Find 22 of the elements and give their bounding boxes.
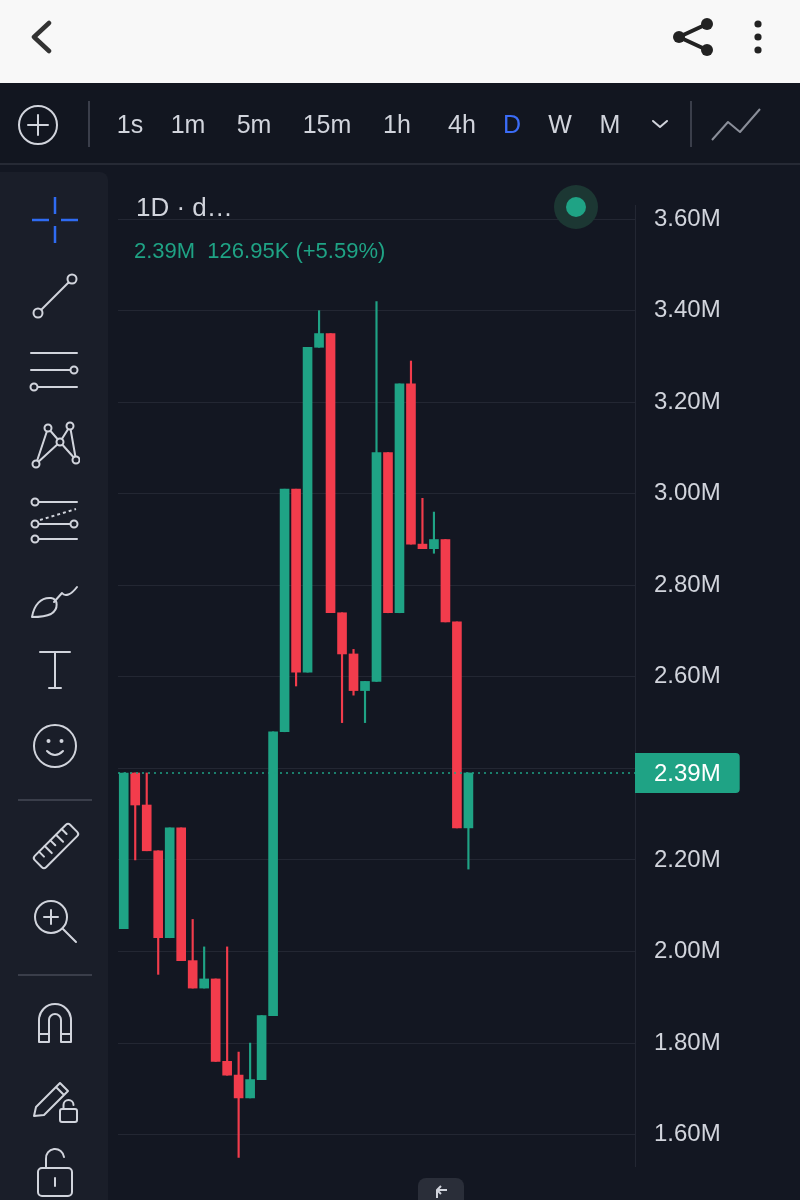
text: 4h bbox=[448, 109, 476, 140]
y-tick-label: 3.20M bbox=[654, 386, 721, 414]
y-tick-label: 3.40M bbox=[654, 295, 721, 323]
text: 1m bbox=[170, 109, 206, 140]
y-tick-label: 2.20M bbox=[654, 844, 721, 872]
y-tick-label: 1.80M bbox=[654, 1027, 721, 1055]
ref-line-label: 2.39M bbox=[654, 758, 721, 786]
text: 5m bbox=[236, 109, 272, 140]
y-tick-label: 2.80M bbox=[654, 569, 721, 597]
y-tick-label: 3.00M bbox=[654, 478, 721, 506]
y-tick-label: 1.60M bbox=[654, 1119, 721, 1147]
y-tick-label: 2.00M bbox=[654, 936, 721, 964]
annotation: 2.39M 126.95K (+5.59%) bbox=[134, 237, 386, 265]
y-tick-label: 2.60M bbox=[654, 661, 721, 689]
y-tick-label: 3.60M bbox=[654, 203, 721, 231]
text: M bbox=[599, 109, 621, 140]
text: 1s bbox=[116, 109, 144, 140]
text: 1h bbox=[383, 109, 411, 140]
text: D bbox=[502, 109, 522, 140]
chart-subtitle: 1D · d… bbox=[136, 191, 233, 223]
text: W bbox=[548, 109, 572, 140]
text: 15m bbox=[302, 109, 352, 140]
